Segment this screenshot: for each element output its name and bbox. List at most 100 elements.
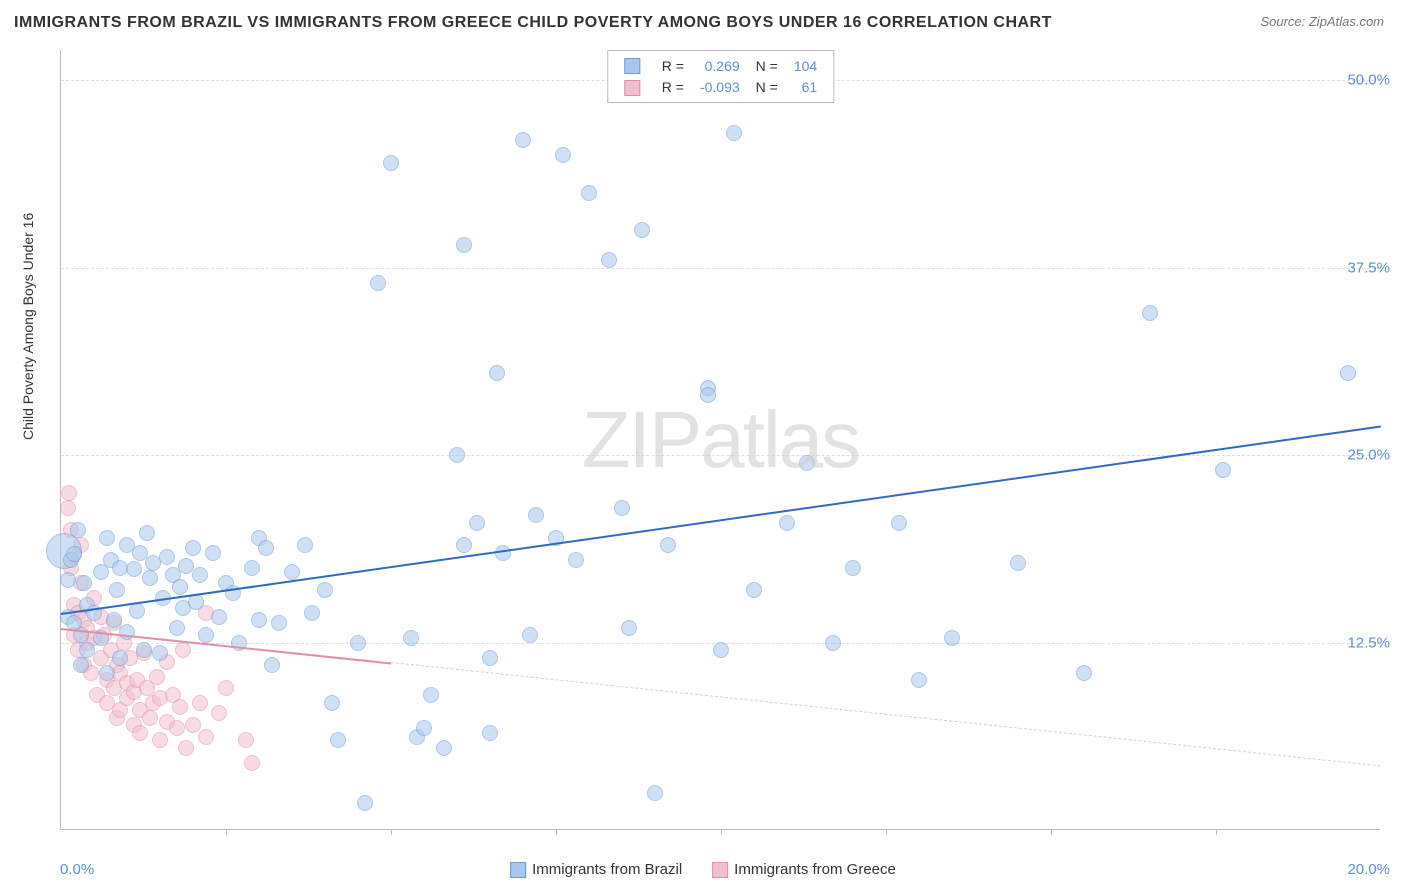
data-point (1076, 665, 1092, 681)
data-point (169, 720, 185, 736)
data-point (99, 665, 115, 681)
data-point (1340, 365, 1356, 381)
data-point (192, 567, 208, 583)
data-point (317, 582, 333, 598)
data-point (149, 669, 165, 685)
chart-title: IMMIGRANTS FROM BRAZIL VS IMMIGRANTS FRO… (14, 14, 1052, 32)
data-point (436, 740, 452, 756)
x-minor-tick (226, 829, 227, 835)
legend-series-item: Immigrants from Brazil (510, 861, 682, 878)
data-point (555, 147, 571, 163)
data-point (423, 687, 439, 703)
data-point (1215, 462, 1231, 478)
trend-line (391, 662, 1381, 766)
data-point (99, 530, 115, 546)
data-point (482, 725, 498, 741)
data-point (614, 500, 630, 516)
y-tick-label: 37.5% (1347, 259, 1390, 276)
data-point (568, 552, 584, 568)
data-point (621, 620, 637, 636)
data-point (416, 720, 432, 736)
data-point (66, 546, 82, 562)
data-point (746, 582, 762, 598)
y-tick-label: 50.0% (1347, 72, 1390, 89)
gridline-h (61, 268, 1380, 269)
data-point (324, 695, 340, 711)
trend-line (61, 425, 1381, 614)
data-point (109, 582, 125, 598)
data-point (106, 612, 122, 628)
data-point (449, 447, 465, 463)
data-point (469, 515, 485, 531)
source-attribution: Source: ZipAtlas.com (1260, 14, 1384, 29)
data-point (403, 630, 419, 646)
data-point (198, 729, 214, 745)
data-point (205, 545, 221, 561)
data-point (218, 680, 234, 696)
legend-series: Immigrants from Brazil Immigrants from Gr… (510, 861, 896, 878)
data-point (271, 615, 287, 631)
data-point (264, 657, 280, 673)
data-point (647, 785, 663, 801)
data-point (238, 732, 254, 748)
data-point (136, 642, 152, 658)
data-point (211, 705, 227, 721)
data-point (634, 222, 650, 238)
data-point (601, 252, 617, 268)
data-point (129, 603, 145, 619)
data-point (383, 155, 399, 171)
data-point (482, 650, 498, 666)
legend-stats-row: R =0.269N =104 (616, 55, 825, 76)
data-point (944, 630, 960, 646)
data-point (251, 612, 267, 628)
data-point (456, 537, 472, 553)
data-point (60, 500, 76, 516)
data-point (1142, 305, 1158, 321)
data-point (911, 672, 927, 688)
data-point (779, 515, 795, 531)
data-point (76, 575, 92, 591)
data-point (178, 740, 194, 756)
y-tick-label: 12.5% (1347, 634, 1390, 651)
data-point (244, 755, 260, 771)
data-point (1010, 555, 1026, 571)
data-point (60, 572, 76, 588)
data-point (185, 717, 201, 733)
data-point (825, 635, 841, 651)
data-point (713, 642, 729, 658)
data-point (175, 642, 191, 658)
data-point (211, 609, 227, 625)
x-tick-max: 20.0% (1347, 861, 1390, 878)
data-point (304, 605, 320, 621)
data-point (152, 732, 168, 748)
data-point (799, 455, 815, 471)
y-tick-label: 25.0% (1347, 447, 1390, 464)
legend-stats-row: R =-0.093N =61 (616, 76, 825, 97)
x-minor-tick (721, 829, 722, 835)
data-point (185, 540, 201, 556)
x-minor-tick (391, 829, 392, 835)
data-point (528, 507, 544, 523)
data-point (350, 635, 366, 651)
data-point (142, 570, 158, 586)
legend-series-item: Immigrants from Greece (712, 861, 896, 878)
data-point (61, 485, 77, 501)
x-tick-min: 0.0% (60, 861, 94, 878)
data-point (73, 657, 89, 673)
data-point (142, 710, 158, 726)
data-point (172, 579, 188, 595)
data-point (456, 237, 472, 253)
data-point (660, 537, 676, 553)
data-point (370, 275, 386, 291)
data-point (112, 650, 128, 666)
data-point (244, 560, 260, 576)
data-point (357, 795, 373, 811)
plot-area: ZIPatlas R =0.269N =104R =-0.093N =61 (60, 50, 1380, 830)
data-point (192, 695, 208, 711)
data-point (726, 125, 742, 141)
data-point (891, 515, 907, 531)
data-point (70, 522, 86, 538)
data-point (522, 627, 538, 643)
data-point (515, 132, 531, 148)
data-point (172, 699, 188, 715)
